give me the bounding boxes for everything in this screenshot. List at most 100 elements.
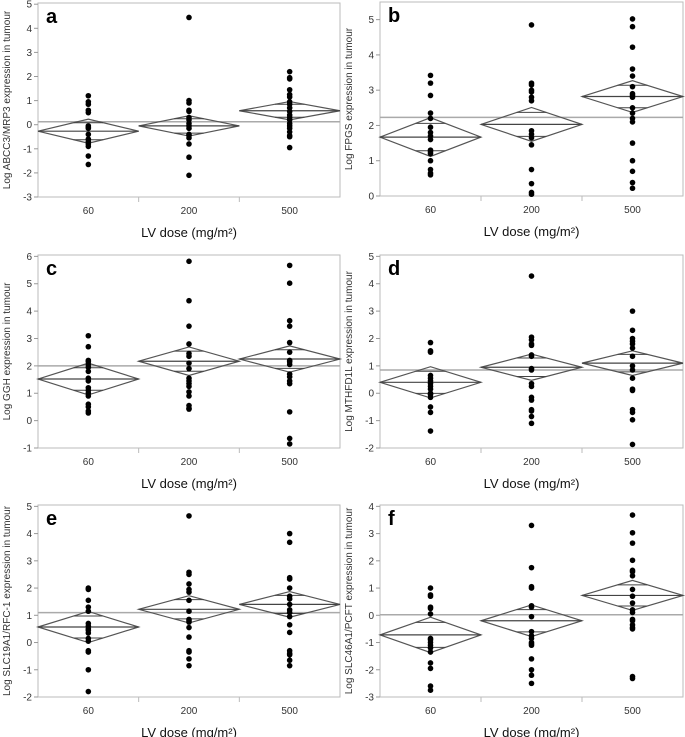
- data-point: [186, 383, 192, 390]
- data-point: [629, 66, 636, 72]
- x-tick-label: 60: [83, 206, 95, 217]
- data-point: [629, 83, 636, 90]
- y-tick-label: -2: [365, 444, 374, 455]
- y-tick-label: 3: [26, 334, 32, 345]
- data-point: [427, 660, 434, 666]
- data-point: [629, 573, 636, 579]
- data-point: [186, 649, 192, 655]
- panel-d: -2 -1 0 1 2 3 4 5 60 200 500 d LV dose (mg/m²) Log MT…: [344, 252, 684, 491]
- panel-letter: f: [388, 508, 395, 530]
- data-point: [286, 380, 293, 387]
- data-point: [186, 608, 192, 615]
- data-point: [629, 417, 636, 423]
- data-point: [528, 82, 535, 88]
- data-point: [528, 635, 535, 642]
- data-point: [286, 280, 293, 286]
- y-axis-title: Log GGH expression in tumour: [2, 282, 13, 421]
- data-point: [427, 394, 434, 401]
- y-tick-label: 5: [26, 0, 32, 11]
- y-tick-label: 3: [368, 307, 374, 318]
- data-point: [528, 680, 535, 687]
- data-point: [427, 349, 434, 355]
- data-point: [85, 666, 92, 673]
- data-point: [528, 353, 535, 360]
- data-point: [427, 605, 434, 612]
- y-tick-label: 5: [26, 502, 32, 513]
- data-point: [186, 581, 192, 587]
- data-point: [286, 133, 293, 140]
- y-tick-label: 0: [26, 120, 32, 131]
- x-tick-label: 500: [281, 206, 298, 217]
- data-point: [286, 629, 293, 636]
- data-point: [186, 634, 192, 640]
- data-point: [286, 76, 293, 82]
- y-tick-label: 2: [368, 121, 374, 132]
- data-point: [528, 420, 535, 427]
- data-point: [85, 604, 92, 610]
- data-point: [427, 409, 434, 416]
- x-tick-label: 60: [83, 457, 95, 468]
- data-point: [528, 397, 535, 403]
- y-tick-label: 1: [26, 389, 32, 400]
- data-point: [85, 143, 92, 150]
- data-point: [85, 125, 92, 132]
- y-tick-label: 1: [26, 96, 32, 107]
- y-tick-label: 0: [368, 389, 374, 400]
- y-axis-title: Log FPGS expression in tumour: [344, 27, 355, 170]
- y-tick-label: 4: [26, 307, 32, 318]
- y-tick-label: 2: [26, 584, 32, 595]
- y-tick-label: 3: [26, 48, 32, 59]
- data-point: [427, 585, 434, 591]
- y-tick-label: 0: [368, 192, 374, 203]
- y-tick-label: 2: [26, 361, 32, 372]
- data-point: [629, 609, 636, 616]
- data-point: [629, 179, 636, 186]
- panel-letter: d: [388, 258, 400, 280]
- data-point: [528, 672, 535, 679]
- data-point: [528, 180, 535, 187]
- data-point: [427, 115, 434, 122]
- data-point: [629, 363, 636, 369]
- panel-letter: e: [46, 508, 57, 530]
- data-point: [286, 349, 293, 355]
- data-point: [528, 628, 535, 635]
- data-point: [528, 585, 535, 591]
- plot-frame: [379, 254, 684, 449]
- data-point: [629, 110, 636, 116]
- x-axis-title: LV dose (mg/m²): [141, 725, 237, 737]
- data-point: [528, 656, 535, 662]
- data-point: [286, 144, 293, 151]
- y-tick-label: 2: [368, 556, 374, 567]
- x-tick-label: 500: [281, 457, 298, 468]
- x-tick-label: 500: [624, 205, 641, 216]
- data-point: [286, 94, 293, 100]
- data-point: [629, 540, 636, 546]
- data-point: [85, 332, 92, 339]
- data-point: [427, 611, 434, 617]
- panel-a: -3 -2 -1 0 1 2 3 4 5 60 200 500 a LV dose (mg/m²) Log …: [2, 0, 341, 240]
- data-point: [528, 337, 535, 343]
- y-tick-label: 4: [26, 529, 32, 540]
- data-point: [286, 339, 293, 346]
- data-point: [85, 630, 92, 636]
- data-point: [427, 683, 434, 689]
- data-point: [528, 564, 535, 571]
- data-point: [85, 109, 92, 116]
- data-point: [186, 406, 192, 412]
- data-point: [528, 613, 535, 620]
- data-point: [629, 73, 636, 79]
- y-axis-title: Log SLC46A1/PCFT expression in tumour: [344, 507, 355, 694]
- y-tick-label: 4: [368, 50, 374, 61]
- data-point: [629, 617, 636, 624]
- data-point: [85, 586, 92, 593]
- data-point: [186, 172, 192, 179]
- x-axis-title: LV dose (mg/m²): [484, 476, 580, 491]
- data-point: [528, 135, 535, 141]
- data-point: [528, 89, 535, 95]
- y-tick-label: 5: [26, 279, 32, 290]
- data-point: [629, 94, 636, 101]
- x-tick-label: 200: [181, 206, 198, 217]
- data-point: [286, 317, 293, 324]
- y-tick-label: 3: [368, 86, 374, 97]
- data-point: [629, 105, 636, 111]
